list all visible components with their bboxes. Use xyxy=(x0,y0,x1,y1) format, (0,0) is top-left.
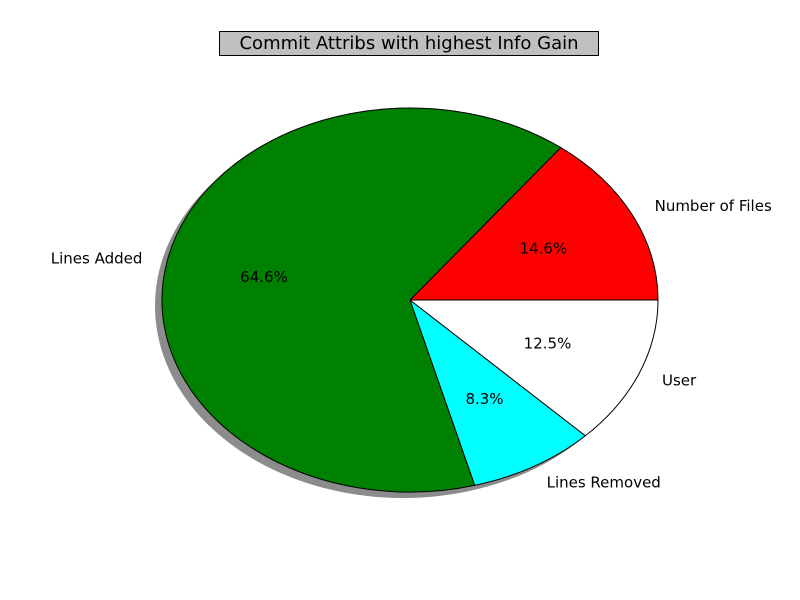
pie-pct-label-user: 12.5% xyxy=(524,335,572,353)
pie-slice-number-of-files xyxy=(409,147,659,301)
pie-label-number-of-files: Number of Files xyxy=(655,197,772,215)
pie-label-lines-added: Lines Added xyxy=(51,250,143,268)
pie-pct-label-number-of-files: 14.6% xyxy=(520,240,568,258)
pie-slice-lines-added xyxy=(161,107,562,493)
chart-title: Commit Attribs with highest Info Gain xyxy=(219,31,599,56)
pie-slice-lines-removed xyxy=(409,299,586,486)
pie-pct-label-lines-removed: 8.3% xyxy=(465,390,503,408)
pie-slices xyxy=(161,107,659,493)
pie-label-user: User xyxy=(662,371,697,389)
pie-label-lines-removed: Lines Removed xyxy=(547,473,661,491)
pie-labels: Number of Files 14.6% Lines Added 64.6% Line… xyxy=(51,197,772,491)
pie-slice-user xyxy=(409,299,659,437)
pie-pct-label-lines-added: 64.6% xyxy=(240,268,288,286)
